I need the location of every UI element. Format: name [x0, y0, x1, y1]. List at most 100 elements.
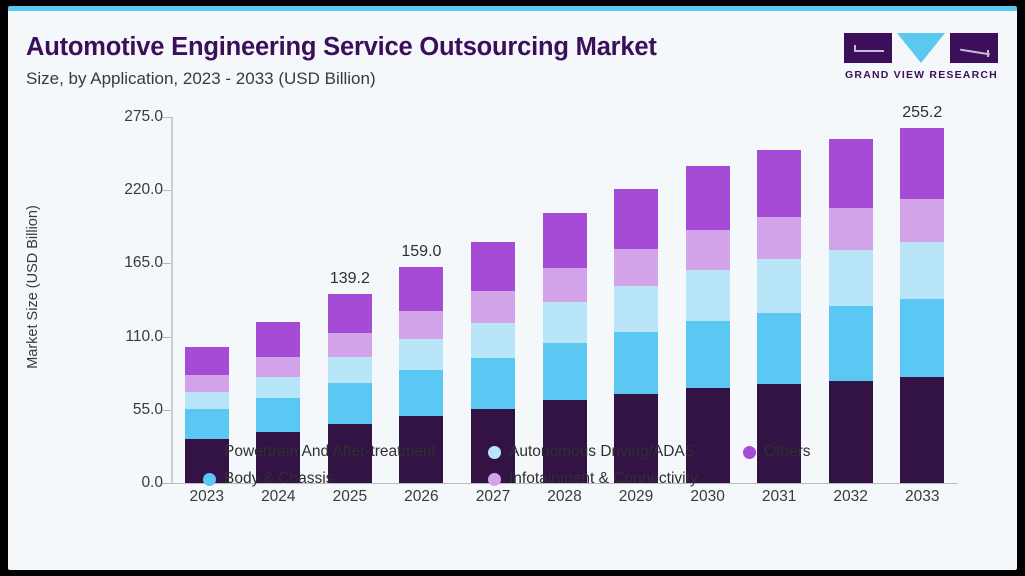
y-axis-title: Market Size (USD Billion) — [25, 205, 41, 369]
y-axis-tick-label: 0.0 — [141, 474, 163, 491]
bar-segment[interactable] — [327, 382, 372, 424]
bar-segment[interactable] — [470, 242, 515, 292]
bar-segment[interactable] — [614, 331, 659, 394]
bar-segment[interactable] — [256, 376, 301, 398]
bar-segment[interactable] — [184, 409, 229, 440]
bar-segment[interactable] — [614, 393, 659, 483]
bar-2027[interactable] — [470, 242, 515, 483]
legend-swatch-icon — [488, 445, 501, 459]
x-axis-tick-label: 2032 — [833, 488, 868, 505]
y-axis-tick-mark — [162, 483, 171, 484]
bar-2030[interactable] — [685, 165, 730, 483]
bar-2032[interactable] — [828, 138, 873, 483]
bar-segment[interactable] — [542, 302, 587, 344]
bar-segment[interactable] — [900, 128, 945, 199]
bar-segment[interactable] — [470, 357, 515, 410]
y-axis-tick-label: 220.0 — [124, 181, 163, 199]
bar-segment[interactable] — [685, 270, 730, 322]
logo-marks — [844, 31, 999, 65]
bar-segment[interactable] — [685, 165, 730, 231]
legend-label: Powertrain And After-treatment — [224, 443, 436, 460]
bar-segment[interactable] — [256, 356, 301, 377]
bar-segment[interactable] — [828, 306, 873, 381]
bar-segment[interactable] — [184, 391, 229, 410]
bar-segment[interactable] — [828, 250, 873, 306]
bar-segment[interactable] — [828, 207, 873, 251]
legend-item[interactable]: Autonomous Driving/ADAS — [488, 443, 695, 461]
bar-segment[interactable] — [900, 299, 945, 378]
bar-segment[interactable] — [184, 347, 229, 375]
bar-2031[interactable] — [757, 149, 802, 483]
bar-segment[interactable] — [757, 149, 802, 217]
bar-segment[interactable] — [542, 268, 587, 302]
bar-segment[interactable] — [614, 286, 659, 332]
bar-2024[interactable] — [256, 321, 301, 483]
x-axis-tick-label: 2023 — [189, 488, 224, 505]
legend-swatch-icon — [203, 445, 216, 459]
bar-segment[interactable] — [542, 343, 587, 400]
bar-2028[interactable] — [542, 212, 587, 483]
bar-segment[interactable] — [399, 416, 444, 483]
bar-segment[interactable] — [614, 248, 659, 287]
legend-item[interactable]: Powertrain And After-treatment — [203, 443, 436, 461]
y-axis-tick-label: 55.0 — [132, 400, 163, 418]
bar-segment[interactable] — [327, 423, 372, 483]
bar-2026[interactable]: 159.0 — [399, 243, 444, 483]
x-axis-tick-label: 2028 — [547, 488, 582, 505]
y-axis-tick-label: 275.0 — [124, 108, 163, 125]
bar-segment[interactable] — [184, 374, 229, 392]
grand-view-research-logo: GRAND VIEW RESEARCH — [844, 31, 999, 86]
bar-segment[interactable] — [256, 397, 301, 433]
logo-block-right-icon — [950, 33, 998, 63]
x-axis-tick-label: 2029 — [618, 488, 654, 505]
bar-segment[interactable] — [685, 321, 730, 388]
bar-2025[interactable]: 139.2 — [327, 270, 372, 483]
y-axis-tick-label: 165.0 — [124, 254, 163, 272]
y-axis-tick-label: 110.0 — [125, 327, 163, 345]
bar-segment[interactable] — [470, 322, 515, 358]
bar-2029[interactable] — [614, 188, 659, 483]
page-title: Automotive Engineering Service Outsourci… — [26, 33, 657, 61]
bar-segment[interactable] — [542, 399, 587, 483]
legend-item[interactable]: Body & Chassis — [203, 470, 333, 488]
bar-segment[interactable] — [900, 242, 945, 300]
chart-legend: Powertrain And After-treatment Body & Cha… — [8, 439, 1017, 499]
bar-segment[interactable] — [685, 230, 730, 271]
y-axis-tick-mark — [162, 190, 171, 192]
bar-segment[interactable] — [828, 138, 873, 208]
legend-item[interactable]: Infotainment & Connectivity — [488, 470, 698, 488]
x-axis-line — [171, 482, 958, 484]
y-axis-tick-mark — [162, 409, 171, 411]
logo-tick-left-icon — [854, 45, 856, 51]
bar-segment[interactable] — [685, 387, 730, 483]
bar-segment[interactable] — [757, 258, 802, 313]
bar-segment[interactable] — [757, 216, 802, 259]
bar-segment[interactable] — [614, 188, 659, 249]
bar-segment[interactable] — [399, 267, 444, 312]
bar-segment[interactable] — [542, 212, 587, 269]
logo-triangle-icon — [897, 33, 945, 63]
bar-segment[interactable] — [399, 369, 444, 417]
bar-segment[interactable] — [256, 321, 301, 357]
bar-segment[interactable] — [399, 339, 444, 370]
x-axis-tick-label: 2024 — [261, 488, 296, 505]
bar-segment[interactable] — [399, 311, 444, 340]
bar-segment[interactable] — [757, 312, 802, 384]
legend-swatch-icon — [488, 472, 501, 486]
bar-segment[interactable] — [757, 383, 802, 483]
legend-label: Others — [764, 443, 811, 460]
bar-segment[interactable] — [470, 291, 515, 323]
bar-2033[interactable]: 255.2 — [900, 104, 945, 483]
legend-item[interactable]: Others — [743, 443, 811, 461]
bar-segment[interactable] — [256, 432, 301, 483]
y-axis-tick-mark — [162, 117, 171, 118]
bar-segment[interactable] — [327, 356, 372, 383]
y-axis-tick-mark — [162, 336, 171, 338]
bar-segment[interactable] — [828, 380, 873, 483]
legend-label: Body & Chassis — [224, 470, 334, 487]
bar-segment[interactable] — [327, 332, 372, 357]
bar-segment[interactable] — [900, 377, 945, 483]
bar-segment[interactable] — [327, 294, 372, 333]
bar-value-label: 255.2 — [902, 104, 943, 122]
bar-segment[interactable] — [900, 198, 945, 243]
